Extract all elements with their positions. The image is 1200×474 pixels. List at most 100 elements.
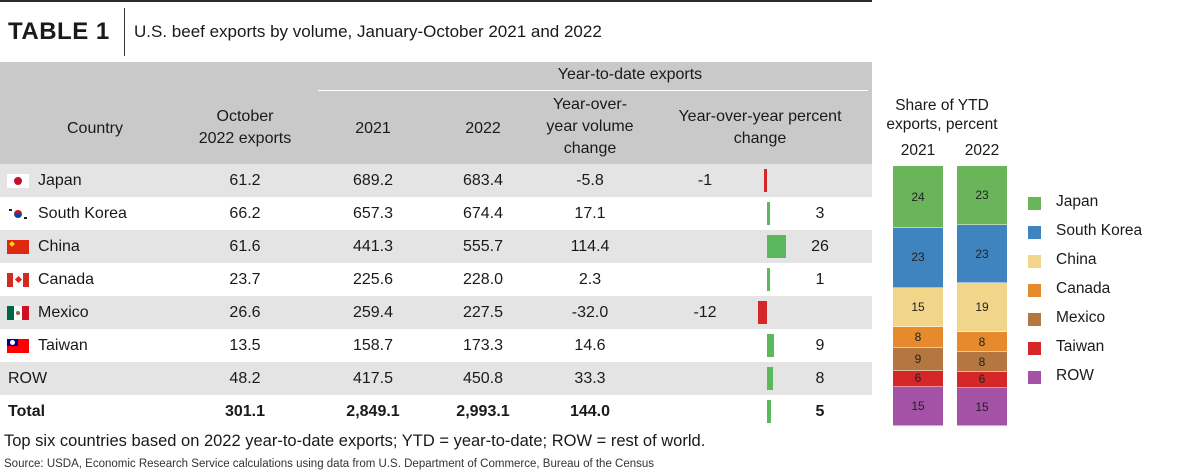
table-title: U.S. beef exports by volume, January-Oct… bbox=[134, 22, 602, 41]
col-country-header: Country bbox=[66, 120, 124, 137]
bar-segment-mexico-2021: 9 bbox=[893, 348, 943, 372]
bar-segment-taiwan-2022: 6 bbox=[957, 372, 1007, 388]
pct-change-bar bbox=[767, 334, 774, 357]
october-cell: 26.6 bbox=[229, 304, 261, 321]
october-cell: 13.5 bbox=[229, 337, 261, 354]
bar-segment-canada-2022: 8 bbox=[957, 331, 1007, 353]
pct-change-label: -1 bbox=[697, 172, 713, 189]
table-row: ROW 48.2 417.5 450.8 33.3 8 bbox=[0, 362, 872, 395]
october-cell: 61.2 bbox=[229, 172, 261, 189]
legend-label-china: China bbox=[1056, 251, 1097, 268]
pct-change-label: 9 bbox=[815, 337, 825, 354]
header-divider bbox=[124, 8, 125, 56]
yoy-cell: 114.4 bbox=[570, 238, 610, 255]
year-label-2022: 2022 bbox=[964, 142, 1000, 159]
legend-label-japan: Japan bbox=[1056, 193, 1099, 210]
pct-change-bar bbox=[767, 400, 771, 423]
legend-label-row: ROW bbox=[1056, 367, 1094, 384]
y2022-cell: 173.3 bbox=[462, 337, 504, 354]
flag-canada-icon bbox=[7, 273, 29, 287]
legend-swatch-mexico bbox=[1028, 313, 1041, 326]
pct-change-label: -12 bbox=[693, 304, 717, 321]
table-row: Mexico 26.6 259.4 227.5 -32.0 -12 bbox=[0, 296, 872, 329]
y2021-cell: 158.7 bbox=[352, 337, 394, 354]
legend-swatch-canada bbox=[1028, 284, 1041, 297]
y2022-cell: 228.0 bbox=[462, 271, 504, 288]
chart-title-line1: Share of YTD bbox=[895, 97, 989, 114]
bar-segment-canada-2021: 8 bbox=[893, 327, 943, 348]
table-row: Canada 23.7 225.6 228.0 2.3 1 bbox=[0, 263, 872, 296]
table-row: China 61.6 441.3 555.7 114.4 26 bbox=[0, 230, 872, 263]
legend-swatch-china bbox=[1028, 255, 1041, 268]
year-label-2021: 2021 bbox=[900, 142, 936, 159]
yoy-cell: -32.0 bbox=[571, 304, 609, 321]
group-header-rule bbox=[318, 90, 868, 91]
october-cell: 23.7 bbox=[229, 271, 261, 288]
yoy-cell: 33.3 bbox=[574, 370, 606, 387]
bar-segment-china-2021: 15 bbox=[893, 288, 943, 328]
group-header: Year-to-date exports bbox=[557, 66, 703, 83]
october-cell: 48.2 bbox=[229, 370, 261, 387]
col-2022-header: 2022 bbox=[465, 120, 501, 137]
col-yoy-header-line2: year volume bbox=[546, 118, 634, 135]
legend-label-mexico: Mexico bbox=[1056, 309, 1106, 326]
flag-south-korea-icon bbox=[7, 207, 29, 221]
country-cell: Taiwan bbox=[38, 337, 88, 354]
pct-change-bar bbox=[767, 268, 770, 291]
country-cell: South Korea bbox=[38, 205, 127, 222]
chart-title: Share of YTD exports, percent bbox=[884, 96, 1000, 134]
pct-change-bar bbox=[764, 169, 767, 192]
pct-change-bar bbox=[758, 301, 767, 324]
y2022-cell: 227.5 bbox=[462, 304, 504, 321]
bar-segment-row-2021: 15 bbox=[893, 387, 943, 426]
yoy-cell: 2.3 bbox=[578, 271, 602, 288]
country-cell: Japan bbox=[38, 172, 82, 189]
table-total-row: Total 301.1 2,849.1 2,993.1 144.0 5 bbox=[0, 395, 872, 428]
legend-label-taiwan: Taiwan bbox=[1056, 338, 1105, 355]
pct-change-bar bbox=[767, 202, 770, 225]
country-cell: Total bbox=[8, 403, 46, 420]
y2021-cell: 441.3 bbox=[352, 238, 394, 255]
yoy-cell: 144.0 bbox=[569, 403, 611, 420]
y2021-cell: 225.6 bbox=[352, 271, 394, 288]
y2021-cell: 2,849.1 bbox=[346, 403, 400, 420]
col-pct-header-line2: change bbox=[733, 130, 787, 147]
y2022-cell: 555.7 bbox=[462, 238, 504, 255]
october-cell: 66.2 bbox=[229, 205, 261, 222]
data-table: Year-to-date exports Country October 202… bbox=[0, 62, 872, 428]
col-october-header-line1: October bbox=[216, 108, 274, 125]
legend-swatch-taiwan bbox=[1028, 342, 1041, 355]
pct-change-bar bbox=[767, 235, 786, 258]
flag-china-icon bbox=[7, 240, 29, 254]
country-cell: Mexico bbox=[38, 304, 89, 321]
bar-segment-china-2022: 19 bbox=[957, 283, 1007, 332]
pct-change-bar bbox=[767, 367, 773, 390]
table-row: Japan 61.2 689.2 683.4 -5.8 -1 bbox=[0, 164, 872, 197]
country-cell: Canada bbox=[38, 271, 95, 288]
bar-segment-row-2022: 15 bbox=[957, 387, 1007, 426]
y2022-cell: 674.4 bbox=[462, 205, 504, 222]
col-october-header-line2: 2022 exports bbox=[198, 130, 292, 147]
pct-change-label: 5 bbox=[815, 403, 825, 420]
legend-label-south-korea: South Korea bbox=[1056, 222, 1143, 239]
yoy-cell: -5.8 bbox=[576, 172, 604, 189]
yoy-cell: 17.1 bbox=[574, 205, 606, 222]
legend-label-canada: Canada bbox=[1056, 280, 1111, 297]
october-cell: 301.1 bbox=[224, 403, 266, 420]
y2021-cell: 417.5 bbox=[352, 370, 394, 387]
legend-swatch-south-korea bbox=[1028, 226, 1041, 239]
col-pct-header-line1: Year-over-year percent bbox=[678, 108, 842, 125]
y2022-cell: 2,993.1 bbox=[456, 403, 510, 420]
table-row: South Korea 66.2 657.3 674.4 17.1 3 bbox=[0, 197, 872, 230]
legend-swatch-japan bbox=[1028, 197, 1041, 210]
y2021-cell: 259.4 bbox=[352, 304, 394, 321]
col-2021-header: 2021 bbox=[355, 120, 391, 137]
col-yoy-header-line1: Year-over- bbox=[552, 96, 628, 113]
y2021-cell: 657.3 bbox=[352, 205, 394, 222]
y2022-cell: 450.8 bbox=[462, 370, 504, 387]
pct-change-label: 8 bbox=[815, 370, 825, 387]
yoy-cell: 14.6 bbox=[574, 337, 606, 354]
october-cell: 61.6 bbox=[229, 238, 261, 255]
flag-mexico-icon bbox=[7, 306, 29, 320]
y2021-cell: 689.2 bbox=[352, 172, 394, 189]
